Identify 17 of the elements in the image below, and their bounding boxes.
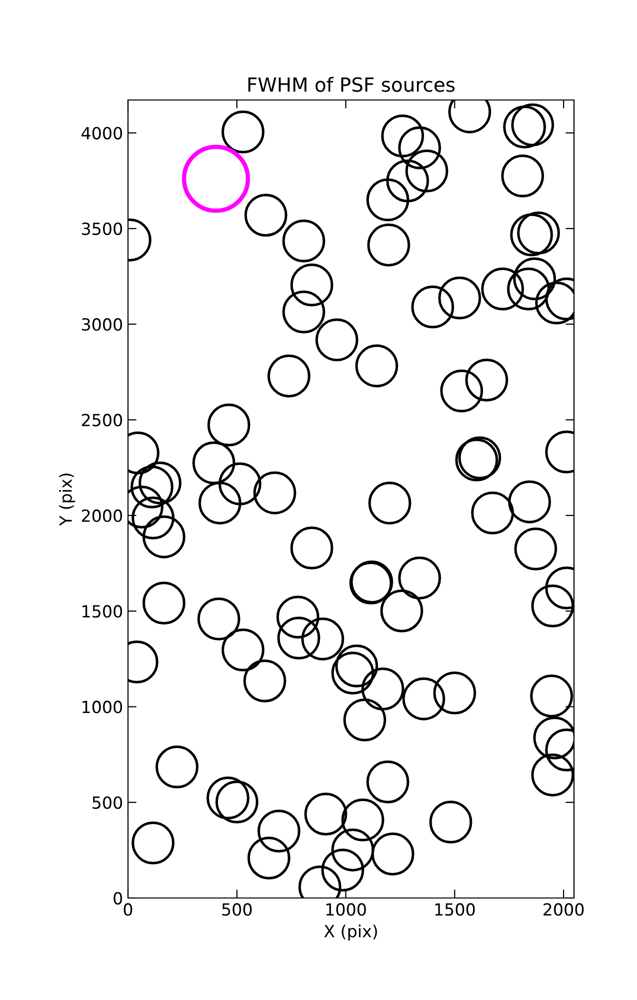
x-tick-label: 500 (222, 903, 252, 916)
x-tick-label: 1000 (326, 903, 366, 916)
y-tick-label: 2500 (82, 414, 122, 426)
y-tick-label: 3500 (82, 222, 122, 236)
x-tick-label: 2000 (544, 903, 584, 916)
y-tick-label: 1500 (82, 605, 122, 618)
y-tick-label: 4000 (82, 126, 122, 140)
y-tick-label: 1000 (82, 700, 122, 714)
y-tick-label: 2000 (82, 509, 122, 522)
y-tick-label: 3000 (82, 318, 122, 331)
y-tick-label: 0 (114, 892, 122, 905)
y-axis-title: Y (pix) (59, 474, 76, 526)
chart-title: FWHM of PSF sources (248, 76, 455, 92)
x-tick-label: 1500 (435, 903, 475, 916)
x-axis-title: X (pix) (324, 924, 377, 941)
x-tick-label: 0 (124, 903, 132, 916)
y-tick-label: 500 (92, 796, 122, 809)
